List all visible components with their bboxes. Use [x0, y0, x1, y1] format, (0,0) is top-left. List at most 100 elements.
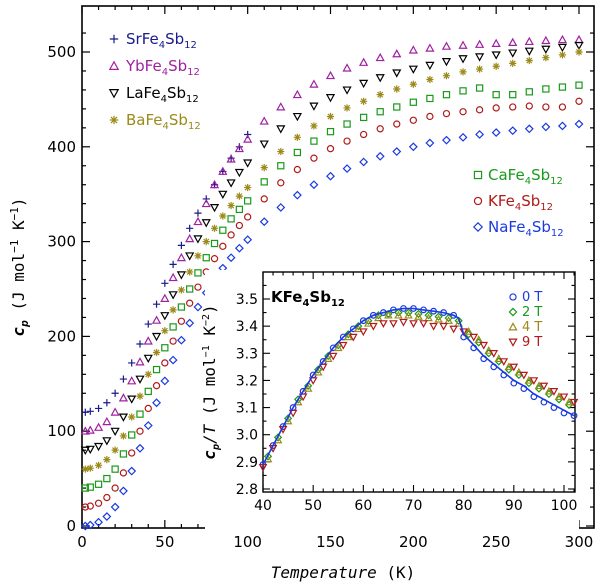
inset-data-point: [464, 327, 474, 335]
data-point: [292, 89, 302, 99]
data-point: [575, 81, 583, 89]
data-point: [235, 205, 244, 214]
data-point: [102, 512, 112, 521]
data-point: [227, 231, 235, 239]
data-point: [542, 103, 550, 111]
data-point: [94, 461, 103, 469]
data-point: [492, 62, 500, 70]
x-tick-label: 150: [316, 533, 345, 551]
data-point: [201, 198, 211, 208]
data-point: [458, 132, 468, 142]
data-point: [127, 395, 137, 404]
data-point: [524, 124, 534, 134]
data-point: [176, 252, 187, 262]
data-point: [277, 147, 285, 156]
inset-data-point: [344, 330, 353, 339]
inset-data-point: [263, 452, 273, 461]
data-point: [575, 97, 583, 105]
data-point: [111, 389, 119, 397]
data-point: [193, 216, 203, 226]
data-point: [152, 365, 161, 374]
data-point: [541, 35, 551, 45]
data-point: [234, 168, 245, 178]
inset-legend-marker: [509, 293, 517, 301]
data-point: [177, 303, 186, 311]
data-point: [292, 190, 302, 200]
inset-data-point: [570, 412, 578, 420]
data-point: [393, 120, 401, 128]
legend-label: SrFe4Sb12: [126, 30, 197, 51]
inset-y-tick-label: 3.3: [236, 346, 258, 362]
x-tick-label: 200: [399, 533, 428, 551]
inset-data-point: [384, 310, 393, 319]
data-point: [128, 431, 136, 439]
data-point: [119, 469, 128, 477]
data-point: [168, 272, 178, 282]
data-point: [234, 143, 245, 153]
inset-data-point: [333, 343, 343, 352]
inset-data-point: [394, 308, 403, 317]
inset-data-point: [359, 328, 368, 337]
data-point: [277, 162, 285, 170]
data-point: [375, 74, 385, 83]
data-point: [119, 450, 128, 458]
data-point: [409, 80, 417, 88]
data-point: [135, 357, 145, 366]
inset-data-point: [409, 320, 418, 328]
inset-data-point: [429, 322, 438, 331]
data-point: [326, 127, 335, 136]
data-point: [81, 408, 89, 416]
data-point: [276, 102, 286, 111]
inset-data-point: [414, 312, 423, 320]
inset-title: KFe4Sb12: [271, 288, 345, 309]
data-point: [475, 106, 484, 114]
data-point: [343, 120, 351, 128]
inset-data-point: [439, 322, 448, 331]
data-point: [194, 269, 202, 277]
data-point: [492, 90, 500, 99]
inset-x-tick-label: 50: [304, 498, 322, 514]
data-point: [359, 113, 368, 122]
data-point: [310, 154, 318, 162]
data-point: [359, 157, 369, 167]
data-point: [136, 340, 144, 348]
data-point: [244, 213, 252, 221]
inset-data-point: [414, 309, 423, 319]
inset-data-point: [434, 312, 443, 321]
data-point: [127, 466, 137, 476]
data-point: [243, 134, 253, 143]
inset-data-point: [258, 464, 268, 472]
data-point: [359, 79, 369, 89]
inset-data-point: [529, 377, 539, 385]
series-YbFe4Sb12: [80, 34, 584, 435]
y-tick-label: 0: [66, 517, 76, 535]
inset-data-point: [419, 320, 428, 328]
data-point: [152, 348, 161, 357]
data-point: [186, 285, 194, 293]
inset-data-point: [569, 398, 579, 407]
data-point: [426, 94, 434, 103]
inset-x-tick-label: 90: [505, 498, 523, 514]
inset-data-point: [404, 308, 413, 317]
series-BaFe4Sb12: [81, 48, 583, 473]
inset-legend-label: 4 T: [522, 320, 542, 335]
data-point: [144, 404, 152, 413]
inset-data-point: [304, 381, 313, 391]
inset-legend-label: 2 T: [522, 305, 542, 320]
data-point: [524, 36, 534, 46]
data-point: [93, 422, 104, 431]
data-point: [260, 195, 268, 203]
data-point: [111, 465, 119, 473]
data-point: [226, 253, 236, 263]
legend-marker: [109, 34, 119, 44]
data-point: [110, 502, 120, 512]
inset-y-axis-label: cp/T (J mol−1 K−2): [200, 304, 222, 459]
data-point: [169, 323, 177, 331]
data-point: [375, 52, 385, 62]
inset-y-tick-label: 3.5: [236, 292, 258, 308]
inset-data-point: [474, 335, 484, 343]
inset-y-tick-label: 2.8: [236, 482, 258, 498]
data-point: [474, 53, 485, 62]
data-point: [103, 493, 111, 502]
data-point: [168, 355, 178, 365]
